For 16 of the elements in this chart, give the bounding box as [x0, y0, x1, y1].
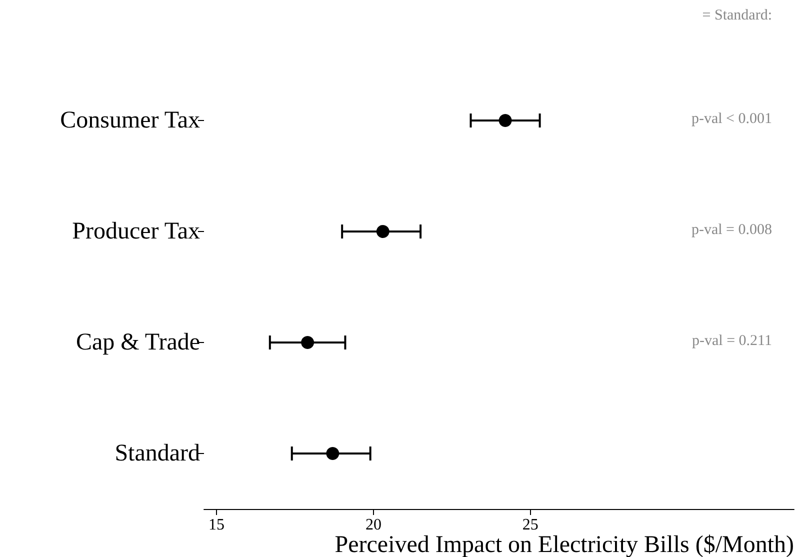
- x-tick-label: 20: [365, 516, 382, 534]
- x-tick-label: 25: [522, 516, 538, 534]
- annotation: p-val = 0.008: [691, 222, 772, 238]
- point: [301, 336, 314, 349]
- point: [326, 447, 340, 460]
- point: [498, 114, 512, 127]
- y-tick-label: Standard: [114, 440, 200, 466]
- point: [376, 225, 390, 238]
- y-tick-label: Cap & Trade: [76, 330, 200, 356]
- x-axis-title: Perceived Impact on Electricity Bills ($/Month): [334, 532, 794, 557]
- y-tick-label: Consumer Tax: [60, 108, 200, 134]
- y-tick-label: Producer Tax: [72, 218, 200, 244]
- annotation: p-val < 0.001: [691, 111, 772, 127]
- x-tick-label: 15: [208, 516, 225, 534]
- text: = Standard:: [702, 8, 772, 24]
- annotation: p-val = 0.211: [692, 333, 772, 349]
